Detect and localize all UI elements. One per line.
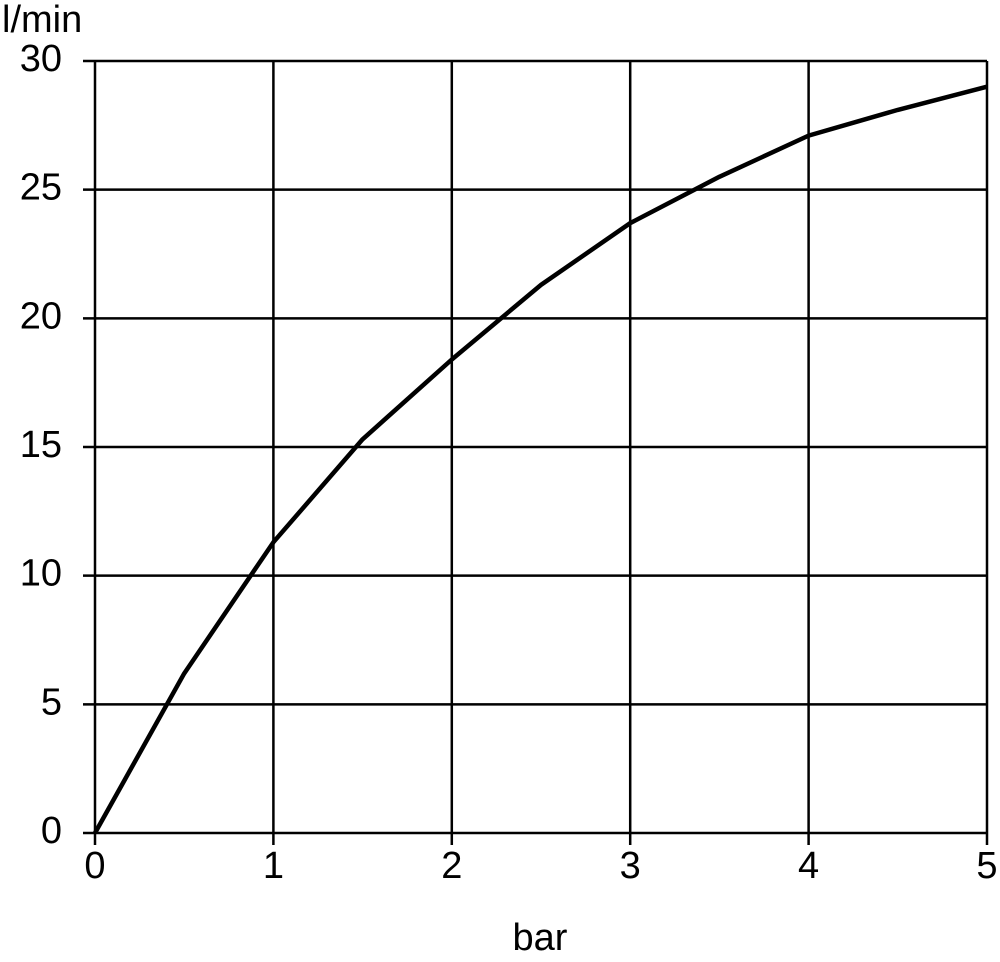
y-tick-label: 20 (20, 295, 62, 337)
x-tick-label: 4 (798, 845, 819, 887)
x-tick-label: 5 (976, 845, 997, 887)
data-line (93, 84, 988, 835)
x-tick-label: 1 (263, 845, 284, 887)
x-tick-label: 3 (620, 845, 641, 887)
y-axis-label: l/min (2, 0, 82, 41)
y-tick-label: 25 (20, 167, 62, 209)
x-tick-label: 0 (84, 845, 105, 887)
y-tick-label: 15 (20, 424, 62, 466)
x-tick-label: 2 (441, 845, 462, 887)
y-tick-label: 10 (20, 553, 62, 595)
y-tick-label: 0 (41, 810, 62, 852)
x-axis-label: bar (513, 917, 568, 959)
y-tick-label: 30 (20, 38, 62, 80)
y-tick-label: 5 (41, 681, 62, 723)
